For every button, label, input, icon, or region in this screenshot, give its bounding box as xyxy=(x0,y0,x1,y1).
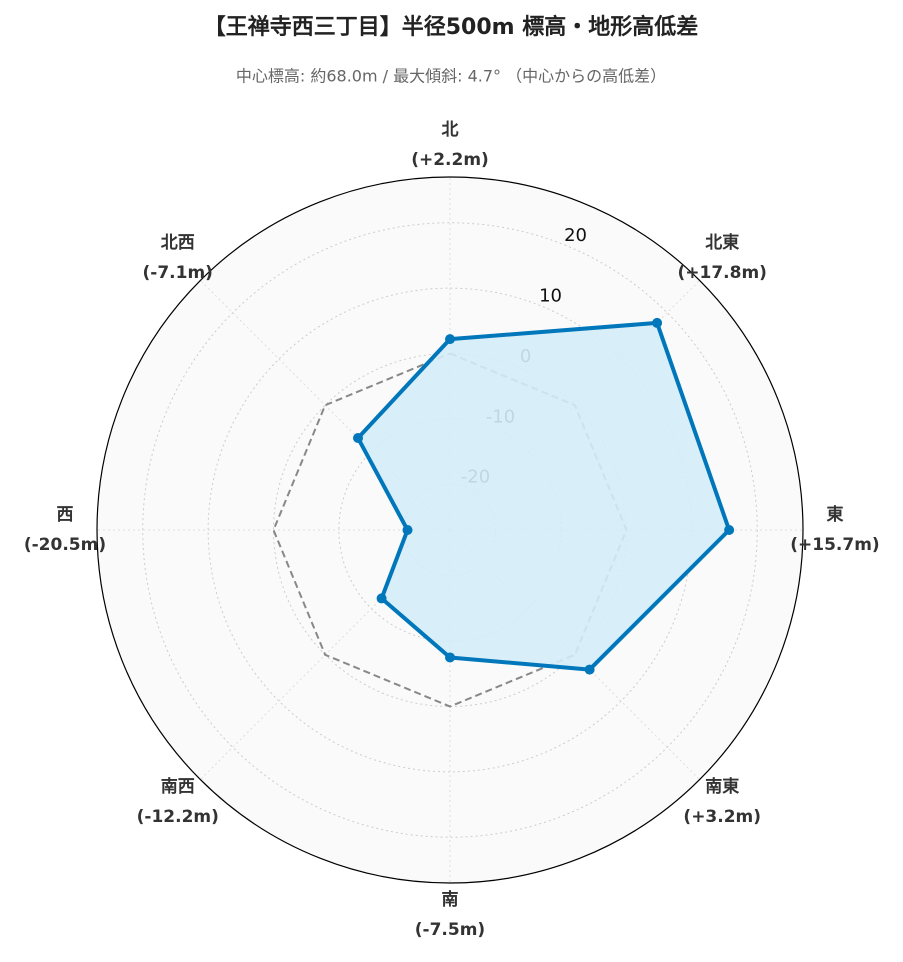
data-point xyxy=(445,652,455,663)
data-point xyxy=(445,334,455,345)
value-label: (-7.5m) xyxy=(415,920,485,940)
value-label: (+3.2m) xyxy=(683,807,761,827)
data-point xyxy=(353,433,364,444)
r-tick-label: 10 xyxy=(539,286,562,307)
value-label: (+15.7m) xyxy=(790,535,879,555)
value-label: (-12.2m) xyxy=(137,807,219,827)
category-label: 南 xyxy=(442,889,459,910)
grid-circle xyxy=(142,222,758,838)
r-tick-label: 20 xyxy=(564,225,587,246)
category-label: 南西 xyxy=(161,776,195,797)
value-label: (-7.1m) xyxy=(143,263,213,283)
data-point xyxy=(652,317,663,328)
chart-title: 【王禅寺西三丁目】半径500m 標高・地形高低差 xyxy=(204,14,699,40)
data-point xyxy=(376,593,387,604)
category-label: 北東 xyxy=(705,232,739,253)
category-label: 西 xyxy=(57,505,74,525)
chart-subtitle: 中心標高: 約68.0m / 最大傾斜: 4.7° （中心からの高低差） xyxy=(236,67,666,86)
value-label: (+17.8m) xyxy=(678,263,767,283)
category-label: 北 xyxy=(442,120,459,140)
category-label: 北西 xyxy=(161,233,195,253)
radial-grid-line xyxy=(200,280,451,531)
category-label: 南東 xyxy=(705,776,739,797)
category-label: 東 xyxy=(827,504,844,525)
polar-frame xyxy=(96,176,804,884)
data-point xyxy=(724,525,735,535)
data-point xyxy=(584,664,595,675)
value-label: (-20.5m) xyxy=(24,535,106,555)
value-label: (+2.2m) xyxy=(411,150,489,170)
data-point xyxy=(402,525,413,535)
